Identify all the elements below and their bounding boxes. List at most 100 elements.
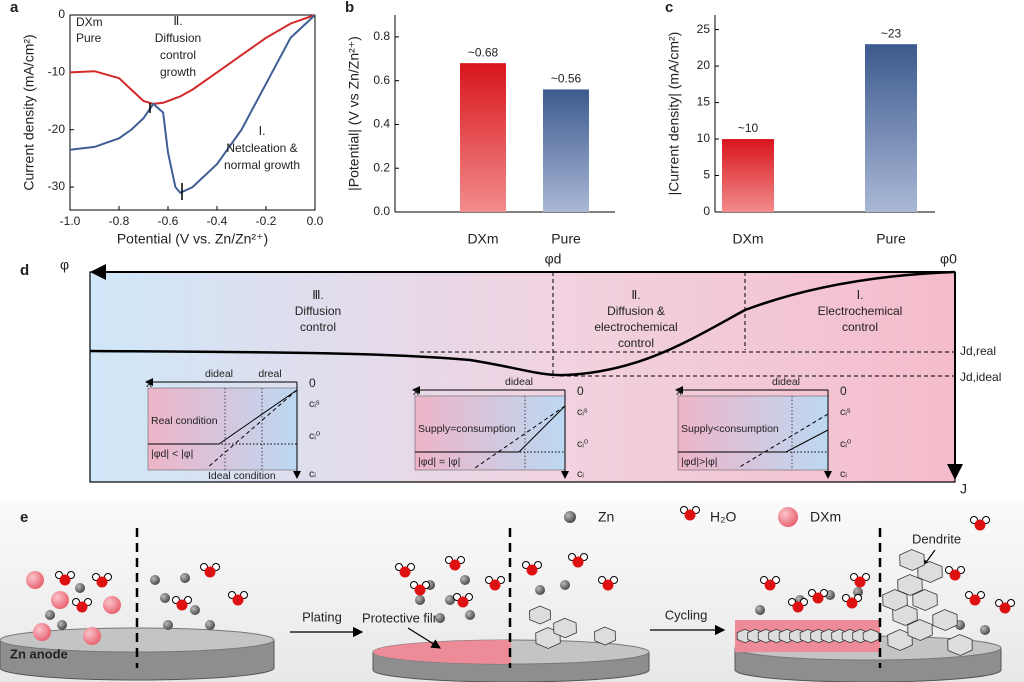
line-series: [69, 14, 316, 105]
y-tick-label: -10: [48, 65, 66, 79]
profile: [678, 429, 829, 453]
y-tick-label: 25: [697, 22, 711, 36]
zn-atom: [57, 620, 67, 630]
annotation: Netcleation &: [226, 141, 297, 155]
bar: [865, 44, 917, 213]
h2o-o: [684, 509, 696, 521]
zn-atom: [45, 610, 55, 620]
zn-atom: [205, 620, 215, 630]
legend-text: DXm: [810, 509, 841, 525]
inset-label: dideal: [205, 368, 233, 380]
h2o-o: [399, 566, 411, 578]
zn-crystal: [529, 605, 551, 625]
step-label: Plating: [302, 609, 342, 624]
zn-crystal: [862, 628, 880, 644]
axis-label: φ: [60, 257, 69, 273]
inset-label: cᵢ⁰: [840, 438, 852, 450]
h2o-o: [572, 556, 584, 568]
h2o-o: [414, 584, 426, 596]
zn-atom: [160, 593, 170, 603]
annotation: Diffusion: [155, 31, 201, 45]
h2o-o: [764, 579, 776, 591]
dendrite-label: Dendrite: [912, 531, 961, 546]
inset-label: 0: [840, 384, 847, 398]
y-tick-label: 0.0: [373, 204, 390, 218]
region-label: Ⅱ.: [631, 288, 640, 302]
y-tick-label: 15: [697, 95, 711, 109]
zn-atom: [980, 625, 990, 635]
inset-label: cᵢ: [309, 468, 316, 480]
zn-atom: [190, 605, 200, 615]
x-tick-label: Pure: [551, 231, 581, 247]
inset-label: cᵢˢ: [840, 406, 851, 418]
ideal-profile: [474, 405, 566, 469]
panel-e: e Zn H₂O DXm Plating Cycling Zn anode Pr…: [0, 500, 1024, 682]
dxm-molecule: [83, 627, 101, 645]
y-tick-label: 0.2: [373, 160, 390, 174]
h2o-o: [846, 597, 858, 609]
x-tick-label: -1.0: [60, 214, 81, 228]
inset-label: dideal: [772, 376, 800, 388]
bar: [460, 63, 506, 213]
legend-entry: Pure: [76, 31, 102, 45]
inset-text: |φd| = |φ|: [418, 456, 460, 468]
legend-text: H₂O: [710, 509, 737, 525]
h2o-o: [76, 601, 88, 613]
line-series: [69, 14, 316, 195]
h2o-o: [457, 596, 469, 608]
inset-label: cᵢ⁰: [309, 430, 321, 442]
region-label: Ⅰ.: [857, 288, 864, 302]
ideal-profile: [737, 413, 829, 469]
region-label: Diffusion: [295, 304, 341, 318]
zn-atom: [180, 573, 190, 583]
inset-label: x: [146, 376, 152, 390]
value-label: ~0.56: [551, 72, 582, 86]
h2o-o: [974, 519, 986, 531]
h2o-o: [449, 559, 461, 571]
x-tick-label: DXm: [732, 231, 763, 247]
x-tick-label: DXm: [467, 231, 498, 247]
inset-text: |φd|>|φ|: [681, 456, 718, 468]
h2o-o: [96, 576, 108, 588]
x-tick-label: Pure: [876, 231, 906, 247]
zn-atom: [460, 575, 470, 585]
h2o-o: [602, 579, 614, 591]
y-tick-label: 0.8: [373, 29, 390, 43]
zn-crystal: [932, 609, 958, 631]
h2o-o: [999, 602, 1011, 614]
value-label: ~23: [881, 26, 902, 40]
region-label: electrochemical: [594, 320, 677, 334]
zn-atom: [560, 580, 570, 590]
film-label: Protective film: [362, 610, 444, 625]
panel-label: a: [10, 0, 19, 16]
j-label: Jd,ideal: [960, 370, 1001, 384]
axis-label: φ0: [940, 251, 957, 267]
inset-label: 0: [309, 376, 316, 390]
panel-d: d φ φd φ0 J Jd,real Jd,ideal Ⅲ. Diffusio…: [20, 251, 1001, 497]
h2o-o: [176, 599, 188, 611]
phi-curve: [89, 270, 956, 377]
h2o-o: [526, 564, 538, 576]
y-axis-label: |Current density| (mA/cm²): [666, 32, 682, 196]
bar: [722, 139, 774, 212]
y-axis-label: |Potential| (V vs Zn/Zn²⁺): [346, 36, 362, 191]
h2o-o: [232, 594, 244, 606]
annotation: Ⅰ.: [259, 124, 266, 138]
pointer: [407, 627, 442, 649]
region-label: control: [842, 320, 878, 334]
inset-label: cᵢ: [577, 468, 584, 480]
annotation: growth: [160, 65, 196, 79]
profile: [415, 405, 566, 453]
x-tick-label: 0.0: [307, 214, 324, 228]
inset-label: x: [413, 384, 419, 398]
h2o-o: [489, 579, 501, 591]
y-axis-label: Current density (mA/cm²): [21, 34, 37, 190]
panel-label: b: [345, 0, 354, 16]
inset-box: [147, 387, 298, 471]
panel-label: d: [20, 262, 29, 279]
zn-atom: [445, 595, 455, 605]
region-label: control: [618, 336, 654, 350]
h2o-o: [204, 566, 216, 578]
dxm-molecule: [33, 623, 51, 641]
dxm-molecule: [26, 571, 44, 589]
